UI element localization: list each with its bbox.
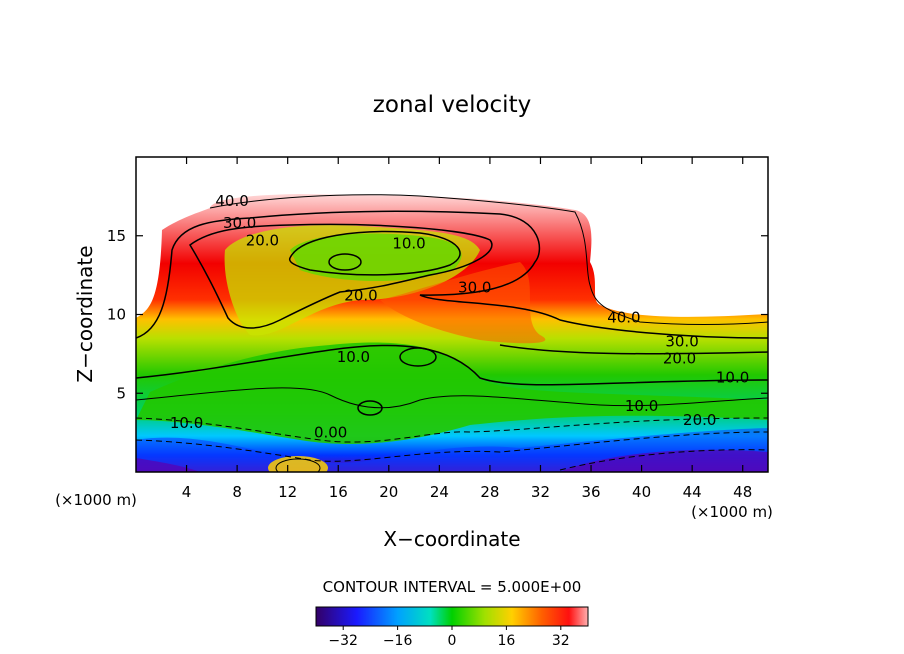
- x-axis: 4 8 12 16 20 24 28 32 36 40 44 48: [182, 157, 752, 501]
- contour-label: 10.0: [625, 397, 658, 415]
- x-tick-label: 40: [632, 483, 651, 501]
- x-tick-label: 48: [733, 483, 752, 501]
- x-tick-label: 32: [531, 483, 550, 501]
- x-tick-label: 12: [278, 483, 297, 501]
- x-axis-label: X−coordinate: [383, 527, 520, 551]
- y-tick-label: 10: [107, 306, 126, 324]
- contour-label: 30.0: [458, 279, 491, 297]
- y-tick-label: 5: [116, 384, 126, 402]
- contour-label: 0.00: [314, 424, 347, 442]
- contour-line-closed-upper: [328, 253, 362, 271]
- upper-green-core: [290, 233, 462, 282]
- x-tick-label: 24: [430, 483, 449, 501]
- surface-purple-patch: [560, 449, 768, 472]
- chart-title: zonal velocity: [373, 92, 531, 118]
- colorbar-ticks: −32 −16 0 16 32: [328, 626, 570, 649]
- colorbar-tick-label: 32: [552, 633, 570, 649]
- colorbar-tick-label: −32: [328, 633, 358, 649]
- contour-label: 10.0: [392, 235, 425, 253]
- contour-label: 20.0: [663, 350, 696, 368]
- contour-label: 40.0: [215, 192, 248, 210]
- colorbar-tick-label: 16: [497, 633, 515, 649]
- contour-line-closed-surface: [275, 458, 321, 472]
- x-tick-label: 36: [581, 483, 600, 501]
- middle-green-band: [136, 342, 768, 445]
- colorbar-tick-label: −16: [383, 633, 413, 649]
- x-tick-label: 16: [329, 483, 348, 501]
- surface-warm-blob: [268, 456, 328, 472]
- contour-label-group: 40.030.020.0 10.020.0 30.040.030.020.010.0…: [170, 192, 749, 442]
- x-tick-label: 8: [232, 483, 242, 501]
- contour-label: 20.0: [246, 231, 279, 249]
- x-tick-label: 20: [379, 483, 398, 501]
- contour-label: 40.0: [607, 309, 640, 327]
- contour-line-40: [209, 194, 768, 326]
- x-axis-unit-right: (×1000 m): [691, 503, 773, 521]
- colorbar-tick-label: 0: [448, 633, 457, 649]
- colorbar-gradient: [315, 606, 589, 627]
- colorbar: −32 −16 0 16 32: [315, 606, 589, 649]
- contour-label: 10.0: [170, 414, 203, 432]
- contour-label: 10.0: [337, 348, 370, 366]
- x-tick-label: 44: [683, 483, 702, 501]
- contour-field: [136, 194, 768, 472]
- contour-line-20: [189, 223, 768, 355]
- contour-line-neg10: [136, 417, 768, 443]
- x-tick-label: 28: [480, 483, 499, 501]
- contour-line-closed-low: [357, 400, 383, 416]
- contour-label: 30.0: [665, 332, 698, 350]
- contour-line-0: [136, 387, 768, 409]
- contour-interval-text: CONTOUR INTERVAL = 5.000E+00: [323, 578, 582, 596]
- contour-lines: [136, 194, 768, 472]
- y-axis-label: Z−coordinate: [73, 245, 97, 382]
- contour-label: 30.0: [223, 214, 256, 232]
- y-axis: 5 10 15: [107, 227, 768, 402]
- contour-line-30: [136, 210, 768, 339]
- contour-line-neg30: [559, 449, 768, 471]
- contour-line-neg20: [136, 431, 768, 462]
- contour-line-closed-mid: [399, 347, 437, 367]
- contour-label: 20.0: [344, 287, 377, 305]
- contour-label: 20.0: [683, 411, 716, 429]
- contour-line-10: [136, 230, 768, 386]
- surface-purple-patch-left: [136, 458, 200, 472]
- y-tick-label: 15: [107, 227, 126, 245]
- x-tick-label: 4: [182, 483, 192, 501]
- contour-label: 10.0: [716, 369, 749, 387]
- x-axis-unit-left: (×1000 m): [55, 491, 137, 509]
